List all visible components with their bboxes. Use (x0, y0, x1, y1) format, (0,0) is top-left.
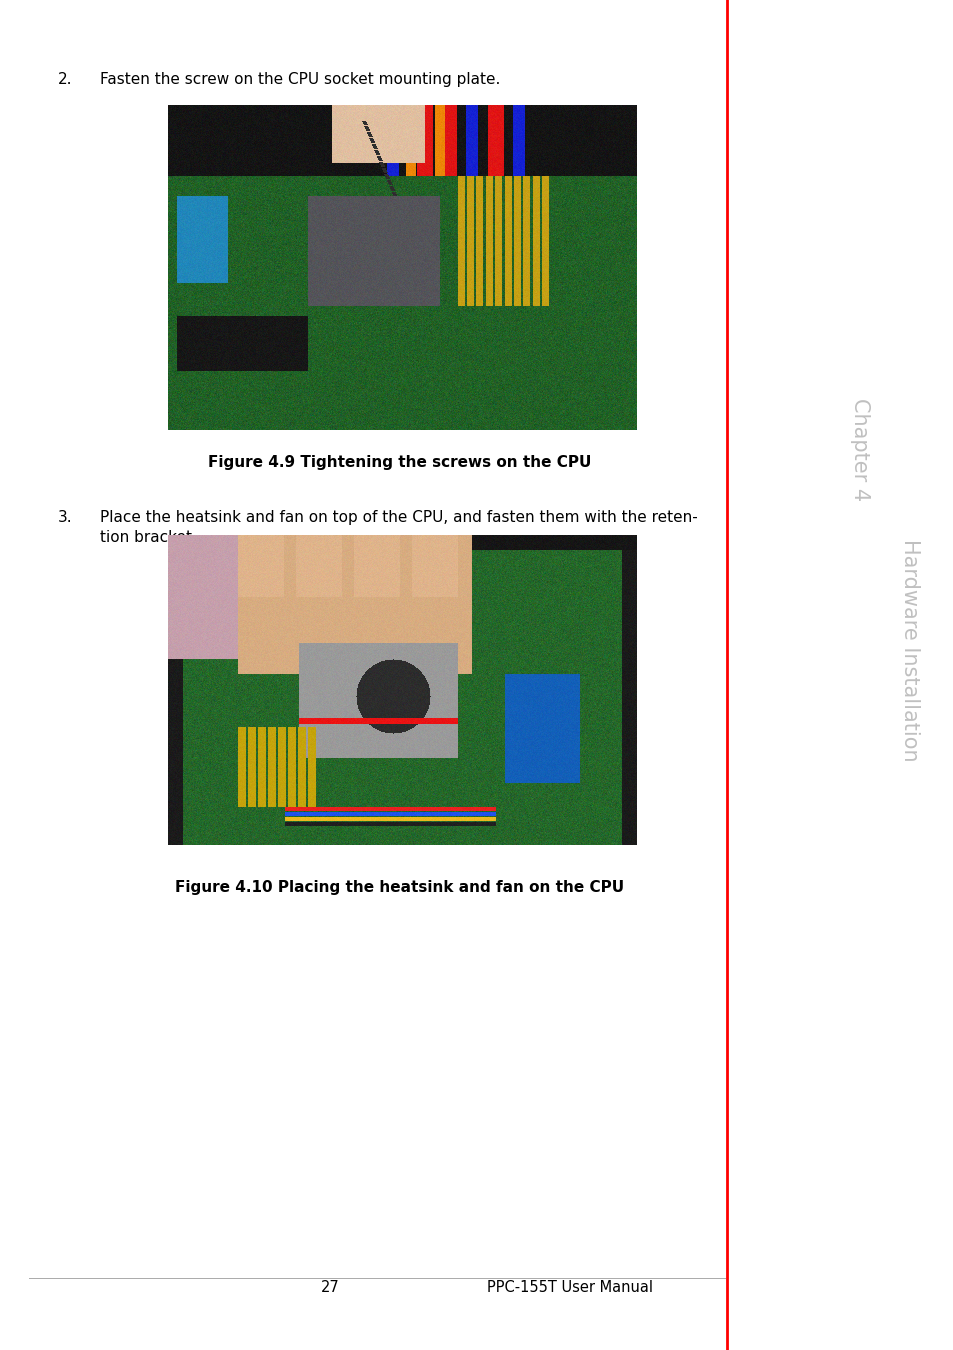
Text: Figure 4.10 Placing the heatsink and fan on the CPU: Figure 4.10 Placing the heatsink and fan… (175, 880, 624, 895)
Text: Hardware Installation: Hardware Installation (899, 539, 919, 761)
Text: PPC-155T User Manual: PPC-155T User Manual (486, 1280, 652, 1295)
Text: Fasten the screw on the CPU socket mounting plate.: Fasten the screw on the CPU socket mount… (100, 72, 500, 86)
Text: Place the heatsink and fan on top of the CPU, and fasten them with the reten-: Place the heatsink and fan on top of the… (100, 510, 697, 525)
Text: tion bracket.: tion bracket. (100, 531, 196, 545)
Text: 3.: 3. (58, 510, 72, 525)
Text: Figure 4.9 Tightening the screws on the CPU: Figure 4.9 Tightening the screws on the … (208, 455, 591, 470)
Text: 27: 27 (320, 1280, 339, 1295)
Text: Chapter 4: Chapter 4 (849, 398, 869, 502)
Text: 2.: 2. (58, 72, 72, 86)
